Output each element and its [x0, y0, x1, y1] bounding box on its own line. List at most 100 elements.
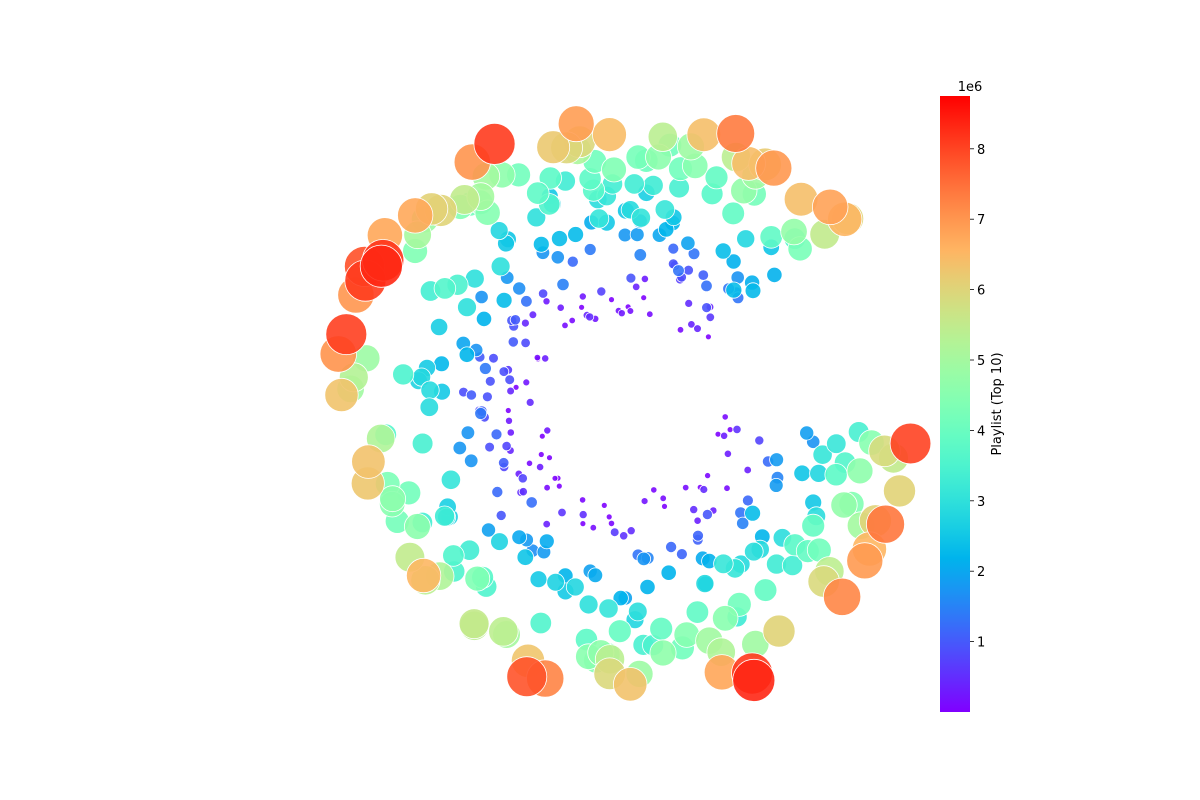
- scatter-point: [768, 477, 784, 493]
- scatter-point: [498, 457, 510, 469]
- scatter-point: [660, 564, 677, 581]
- scatter-point: [639, 578, 656, 596]
- scatter-point: [721, 413, 729, 421]
- scatter-point: [650, 486, 658, 494]
- scatter-point: [684, 298, 694, 308]
- scatter-point: [676, 326, 685, 334]
- scatter-point: [617, 309, 626, 318]
- scatter-point: [700, 279, 713, 293]
- scatter-point: [506, 386, 515, 396]
- scatter-point: [501, 440, 512, 452]
- scatter-point: [509, 314, 522, 326]
- scatter-point: [481, 391, 493, 403]
- scatter-point: [533, 353, 542, 362]
- scatter-point: [557, 507, 567, 518]
- scatter-points: [319, 105, 932, 702]
- colorbar-gradient: [940, 96, 970, 712]
- scatter-point: [766, 266, 783, 283]
- scatter-point: [695, 574, 715, 594]
- scatter-point: [640, 274, 650, 283]
- scatter-point: [405, 557, 442, 594]
- scatter-point: [546, 454, 553, 462]
- scatter-point: [585, 312, 595, 322]
- scatter-point: [529, 570, 548, 589]
- scatter-point: [546, 572, 565, 592]
- scatter-point: [605, 513, 613, 521]
- scatter-point: [535, 462, 545, 472]
- scatter-point: [742, 494, 754, 507]
- scatter-point: [397, 197, 434, 234]
- scatter-point: [536, 130, 571, 165]
- scatter-point: [736, 229, 756, 249]
- scatter-point: [506, 428, 515, 437]
- scatter-point: [452, 440, 468, 456]
- scatter-point: [537, 288, 549, 299]
- scatter-point: [351, 444, 386, 479]
- scatter-point: [636, 551, 652, 567]
- scatter-point: [883, 474, 917, 508]
- scatter-point: [579, 520, 587, 527]
- scatter-point: [743, 465, 752, 475]
- scatter-point: [498, 366, 510, 377]
- colorbar: 1 2 3 4 5 6 7 8 1e6 Playlist (Top 10): [940, 80, 1005, 712]
- scatter-point: [458, 608, 490, 640]
- scatter-point: [440, 469, 461, 490]
- scatter-point: [613, 667, 648, 702]
- scatter-point: [429, 317, 449, 337]
- scatter-point: [693, 324, 702, 333]
- scatter-point: [598, 598, 619, 619]
- scatter-point: [689, 505, 699, 515]
- scatter-point: [537, 451, 545, 458]
- scatter-point: [578, 594, 599, 615]
- scatter-point: [607, 519, 616, 528]
- scatter-point: [683, 264, 694, 276]
- scatter-point: [420, 380, 440, 400]
- scatter-point: [557, 105, 595, 143]
- scatter-point: [793, 464, 811, 483]
- scatter-point: [699, 485, 709, 494]
- scatter-point: [719, 431, 729, 440]
- scatter-point: [701, 508, 713, 520]
- scatter-point: [631, 207, 652, 228]
- scatter-point: [488, 352, 499, 364]
- scatter-point: [555, 482, 563, 490]
- scatter-point: [543, 426, 552, 435]
- scatter-point: [732, 424, 742, 434]
- scatter-point: [474, 407, 488, 420]
- scatter-point: [866, 504, 906, 544]
- scatter-point: [484, 441, 495, 453]
- scatter-point: [551, 230, 569, 248]
- scatter-point: [565, 577, 585, 597]
- scatter-point: [705, 312, 716, 323]
- scatter-point: [511, 529, 528, 545]
- scatter-point: [830, 491, 858, 519]
- scatter-point: [755, 149, 793, 187]
- scatter-point: [685, 600, 710, 624]
- scatter-point: [567, 226, 584, 243]
- scatter-point: [457, 297, 477, 318]
- scatter-point: [529, 611, 553, 635]
- scatter-point: [583, 243, 597, 256]
- scatter-point: [525, 459, 534, 467]
- scatter-point: [543, 484, 551, 492]
- scatter-point: [526, 181, 550, 205]
- scatter-point: [578, 292, 587, 301]
- scatter-point: [392, 363, 415, 386]
- scatter-point: [649, 616, 674, 641]
- scatter-point: [667, 242, 680, 255]
- scatter-point: [701, 302, 712, 314]
- scatter-point: [627, 601, 648, 622]
- scatter-point: [672, 264, 685, 277]
- scatter-point: [465, 389, 477, 401]
- scatter-point: [568, 316, 576, 325]
- scatter-point: [550, 250, 565, 265]
- scatter-point: [759, 225, 783, 249]
- scatter-point: [542, 519, 551, 529]
- colorbar-scale-label: 1e6: [958, 80, 983, 95]
- scatter-point: [754, 435, 765, 446]
- scatter-point: [517, 473, 528, 484]
- scatter-point: [799, 425, 815, 441]
- scatter-point: [538, 533, 555, 550]
- scatter-point: [473, 122, 516, 165]
